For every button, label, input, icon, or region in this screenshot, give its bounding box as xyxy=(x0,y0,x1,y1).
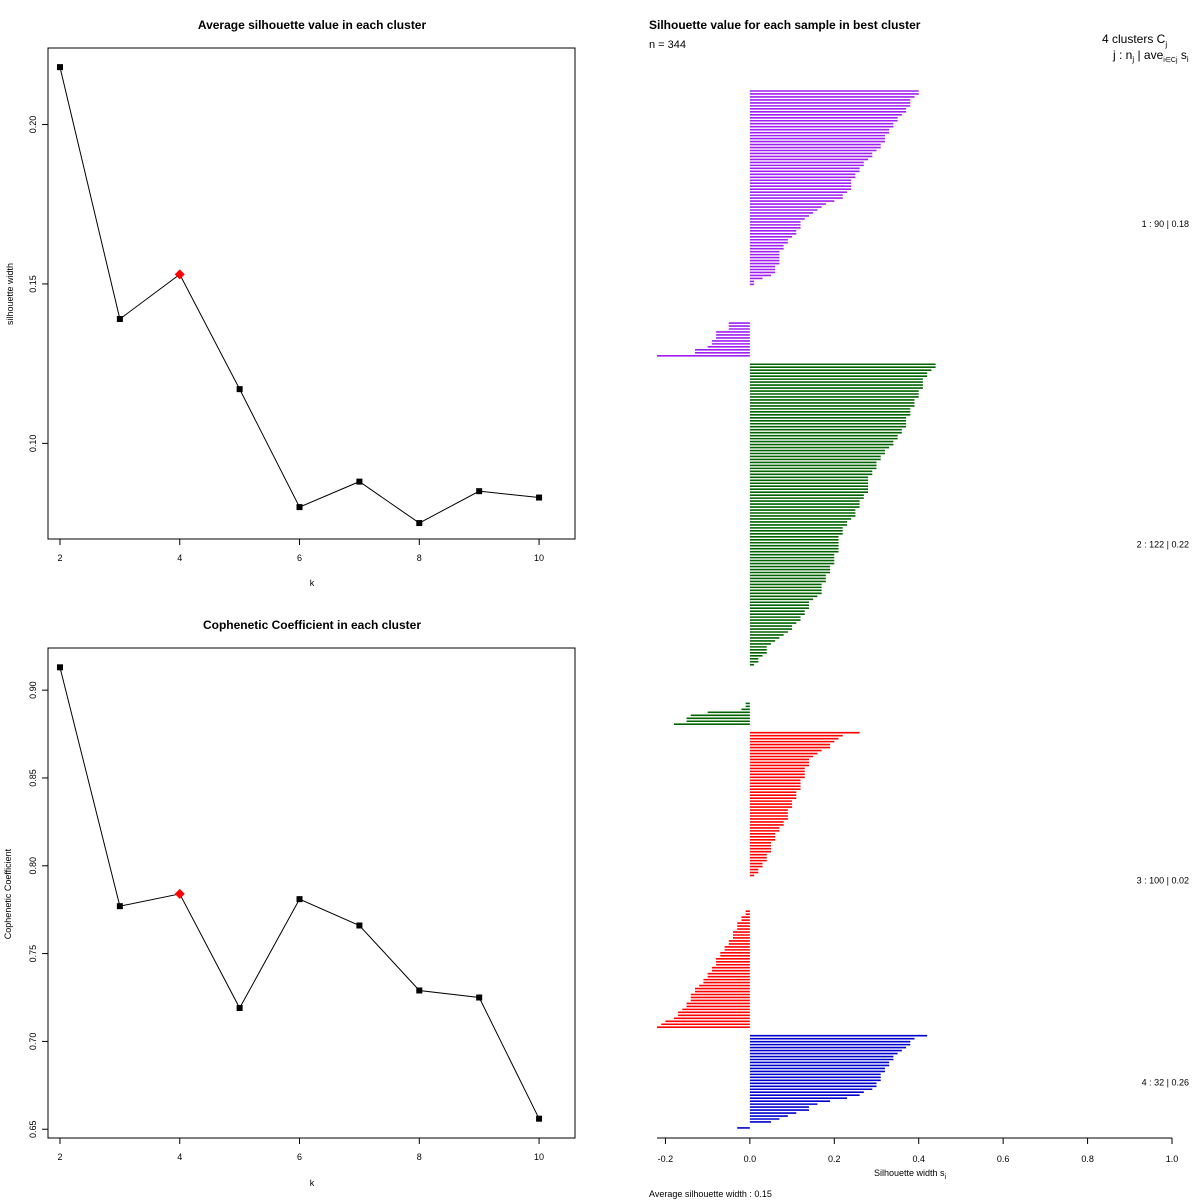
x-tick-label: 2 xyxy=(57,1152,62,1162)
sample-count: n = 344 xyxy=(649,39,686,51)
x-axis: 2 4 6 8 10 xyxy=(57,539,544,563)
y-tick-label: 0.20 xyxy=(28,116,38,134)
x-tick-label: 1.0 xyxy=(1166,1154,1179,1164)
y-axis-label: Cophenetic Coefficient xyxy=(3,848,13,939)
y-tick-label: 0.80 xyxy=(28,857,38,875)
data-point xyxy=(536,494,543,501)
cluster-label: 4 : 32 | 0.26 xyxy=(1142,1077,1189,1087)
y-tick-label: 0.90 xyxy=(28,681,38,699)
data-series xyxy=(56,64,543,527)
data-point xyxy=(356,478,363,485)
cluster-label: 2 : 122 | 0.22 xyxy=(1137,540,1189,550)
chart-title: Silhouette value for each sample in best… xyxy=(649,18,921,32)
x-tick-label: 0.4 xyxy=(912,1154,925,1164)
data-point xyxy=(56,64,63,71)
x-tick-label: 8 xyxy=(417,1152,422,1162)
data-point xyxy=(116,903,123,910)
cluster-label: 3 : 100 | 0.02 xyxy=(1137,875,1189,885)
x-tick-label: 0.2 xyxy=(828,1154,841,1164)
x-axis: 2 4 6 8 10 xyxy=(57,1138,544,1162)
y-tick-label: 0.85 xyxy=(28,769,38,787)
data-point xyxy=(296,896,303,903)
series-line xyxy=(59,67,540,524)
data-point xyxy=(476,994,483,1001)
plot-frame xyxy=(47,647,576,1139)
legend-header-line2: j : nj | avei∈Cj si xyxy=(1112,48,1189,64)
chart-title: Average silhouette value in each cluster xyxy=(198,18,427,32)
x-tick-label: 4 xyxy=(177,1152,182,1162)
x-axis-label: k xyxy=(310,1178,315,1188)
data-point xyxy=(416,520,423,527)
data-series xyxy=(56,664,543,1122)
y-axis-label: silhouette width xyxy=(5,263,15,325)
x-tick-label: 4 xyxy=(177,553,182,563)
y-tick-label: 0.70 xyxy=(28,1033,38,1051)
x-tick-label: 8 xyxy=(417,553,422,563)
series-line xyxy=(59,667,540,1119)
highlight-point xyxy=(174,269,185,280)
y-tick-label: 0.65 xyxy=(28,1120,38,1138)
data-point xyxy=(236,1005,243,1012)
x-axis: -0.2 0.0 0.2 0.4 0.6 0.8 1.0 xyxy=(658,1138,1179,1164)
x-tick-label: 0.8 xyxy=(1081,1154,1094,1164)
y-axis: 0.65 0.70 0.75 0.80 0.85 0.90 xyxy=(28,681,48,1138)
x-tick-label: -0.2 xyxy=(658,1154,674,1164)
y-tick-label: 0.75 xyxy=(28,945,38,963)
silhouette-bar-plot: Silhouette value for each sample in best… xyxy=(649,18,1189,1199)
x-tick-label: 6 xyxy=(297,553,302,563)
y-tick-label: 0.15 xyxy=(28,275,38,293)
data-point xyxy=(56,664,63,671)
highlight-point xyxy=(174,888,185,899)
x-tick-label: 0.0 xyxy=(744,1154,757,1164)
x-tick-label: 10 xyxy=(534,553,544,563)
data-point xyxy=(536,1115,543,1122)
x-tick-label: 0.6 xyxy=(997,1154,1010,1164)
data-point xyxy=(476,488,483,495)
average-silhouette-footer: Average silhouette width : 0.15 xyxy=(649,1189,772,1199)
cluster-label: 1 : 90 | 0.18 xyxy=(1142,219,1189,229)
x-axis-label: Silhouette width si xyxy=(874,1168,947,1181)
data-point xyxy=(236,386,243,393)
chart-title: Cophenetic Coefficient in each cluster xyxy=(203,618,421,632)
data-point xyxy=(356,922,363,929)
data-point xyxy=(416,987,423,994)
y-axis: 0.10 0.15 0.20 xyxy=(28,116,48,452)
x-axis-label: k xyxy=(310,578,315,588)
data-point xyxy=(296,504,303,511)
silhouette-line-chart: Average silhouette value in each cluster… xyxy=(5,18,576,588)
x-tick-label: 6 xyxy=(297,1152,302,1162)
cophenetic-line-chart: Cophenetic Coefficient in each cluster k… xyxy=(3,618,576,1188)
x-tick-label: 2 xyxy=(57,553,62,563)
legend-header-line1: 4 clusters Cj xyxy=(1102,32,1167,49)
y-tick-label: 0.10 xyxy=(28,435,38,453)
silhouette-bars xyxy=(657,90,936,1129)
plot-frame xyxy=(47,47,576,540)
data-point xyxy=(116,316,123,323)
cluster-labels: 1 : 90 | 0.18 2 : 122 | 0.22 3 : 100 | 0.0… xyxy=(1137,219,1189,1087)
x-tick-label: 10 xyxy=(534,1152,544,1162)
